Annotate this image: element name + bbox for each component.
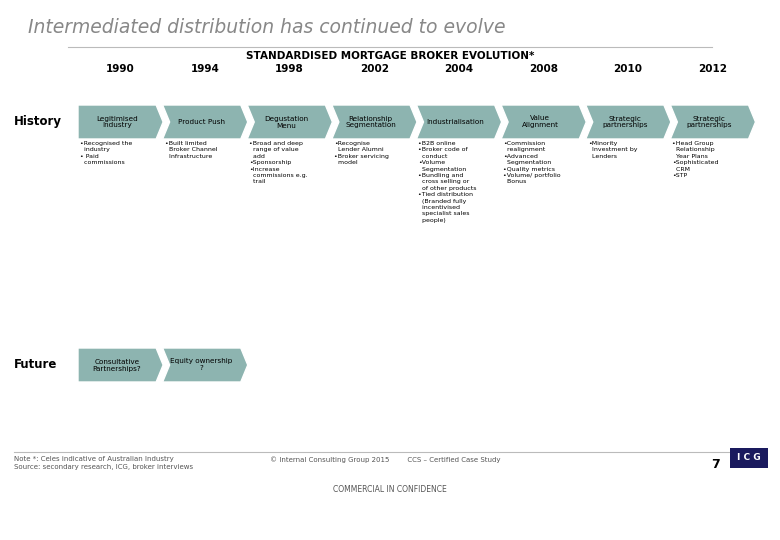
Text: 1994: 1994: [190, 64, 219, 74]
Polygon shape: [78, 348, 163, 382]
Polygon shape: [78, 105, 163, 139]
Text: 2002: 2002: [360, 64, 388, 74]
Polygon shape: [417, 105, 502, 139]
Text: •B2B online
•Broker code of
  conduct
•Volume
  Segmentation
•Bundling and
  cro: •B2B online •Broker code of conduct •Vol…: [419, 141, 477, 223]
Text: 2010: 2010: [614, 64, 643, 74]
Text: 1990: 1990: [106, 64, 135, 74]
Text: Intermediated distribution has continued to evolve: Intermediated distribution has continued…: [28, 18, 505, 37]
Text: Equity ownership
?: Equity ownership ?: [170, 359, 232, 372]
Text: Future: Future: [14, 359, 58, 372]
Polygon shape: [670, 105, 756, 139]
Text: •Minority
  Investment by
  Lenders: •Minority Investment by Lenders: [588, 141, 637, 159]
Text: 7: 7: [711, 458, 719, 471]
Text: History: History: [14, 116, 62, 129]
Text: •Built limited
  Broker Channel
  Infrastructure: •Built limited Broker Channel Infrastruc…: [165, 141, 217, 159]
Polygon shape: [501, 105, 587, 139]
Text: Degustation
Menu: Degustation Menu: [264, 116, 308, 129]
Polygon shape: [247, 105, 332, 139]
FancyBboxPatch shape: [730, 448, 768, 468]
Text: STANDARDISED MORTGAGE BROKER EVOLUTION*: STANDARDISED MORTGAGE BROKER EVOLUTION*: [246, 51, 534, 61]
Text: Strategic
partnerships: Strategic partnerships: [686, 116, 732, 129]
Text: Product Push: Product Push: [178, 119, 225, 125]
Text: 2012: 2012: [698, 64, 727, 74]
Text: COMMERCIAL IN CONFIDENCE: COMMERCIAL IN CONFIDENCE: [333, 485, 447, 494]
Text: •Commission
  realignment
•Advanced
  Segmentation
•Quality metrics
•Volume/ por: •Commission realignment •Advanced Segmen…: [503, 141, 561, 184]
Text: © Internal Consulting Group 2015        CCS – Certified Case Study: © Internal Consulting Group 2015 CCS – C…: [270, 456, 500, 463]
Polygon shape: [162, 105, 248, 139]
Text: 2004: 2004: [445, 64, 473, 74]
Text: Consultative
Partnerships?: Consultative Partnerships?: [93, 359, 141, 372]
Text: 2008: 2008: [529, 64, 558, 74]
Text: •Recognise
  Lender Alumni
•Broker servicing
  model: •Recognise Lender Alumni •Broker servici…: [334, 141, 388, 165]
Text: I C G: I C G: [737, 454, 760, 462]
Text: Strategic
partnerships: Strategic partnerships: [602, 116, 647, 129]
Text: 1998: 1998: [275, 64, 304, 74]
Text: Legitimised
Industry: Legitimised Industry: [96, 116, 138, 129]
Text: •Head Group
  Relationship
  Year Plans
•Sophisticated
  CRM
•STP: •Head Group Relationship Year Plans •Sop…: [672, 141, 719, 178]
Text: Industrialisation: Industrialisation: [427, 119, 484, 125]
Text: •Broad and deep
  range of value
  add
•Sponsorship
•Increase
  commissions e.g.: •Broad and deep range of value add •Spon…: [250, 141, 308, 184]
Polygon shape: [332, 105, 417, 139]
Text: Relationship
Segmentation: Relationship Segmentation: [346, 116, 396, 129]
Text: •Recognised the
  industry
• Paid
  commissions: •Recognised the industry • Paid commissi…: [80, 141, 133, 165]
Polygon shape: [586, 105, 671, 139]
Text: Value
Alignment: Value Alignment: [522, 116, 558, 129]
Polygon shape: [162, 348, 248, 382]
Text: Note *: Celes indicative of Australian Industry
Source: secondary research, ICG,: Note *: Celes indicative of Australian I…: [14, 456, 193, 470]
